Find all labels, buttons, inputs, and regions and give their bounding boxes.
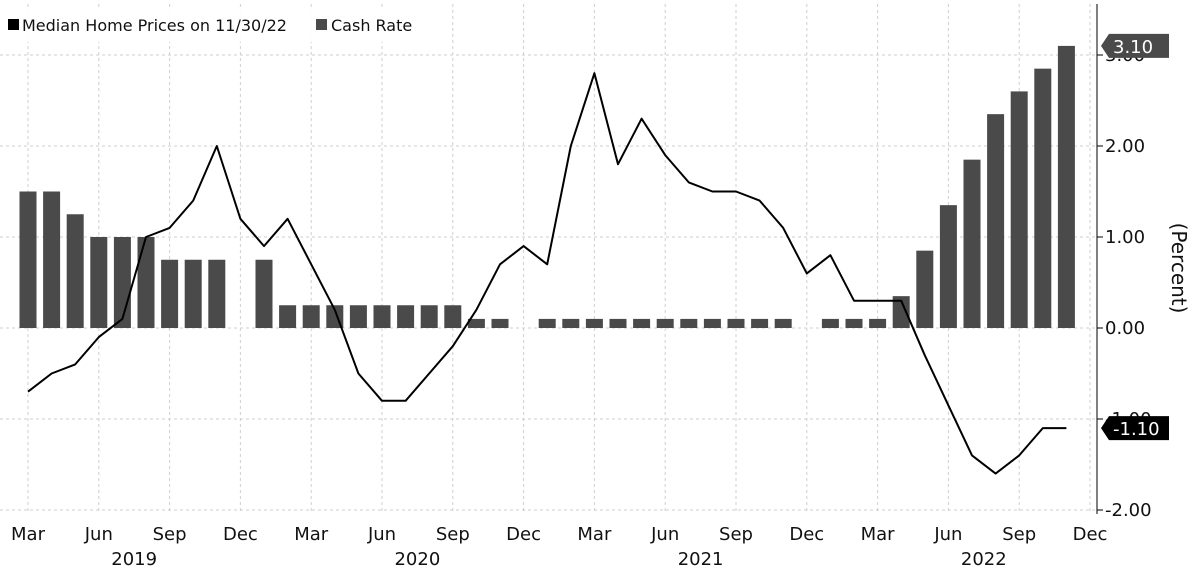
cash-rate-bar <box>43 191 61 328</box>
cash-rate-bar <box>585 318 603 328</box>
y-tick-label: 1.00 <box>1105 227 1145 248</box>
legend: Median Home Prices on 11/30/22 Cash Rate <box>0 8 424 42</box>
last-value-badge-shape <box>1101 33 1169 58</box>
x-tick-label: Mar <box>577 524 612 545</box>
x-tick-label: Jun <box>367 524 396 545</box>
cash-rate-bar <box>255 259 273 328</box>
home-price-line <box>27 72 1067 475</box>
cash-rate-bar <box>609 318 627 328</box>
cash-rate-bar <box>916 250 934 328</box>
last-value-badge: -1.10 <box>1101 416 1169 441</box>
legend-swatch-cash-rate <box>316 19 327 30</box>
cash-rate-bar <box>939 205 957 328</box>
cash-rate-bar <box>113 237 131 328</box>
x-year-label: 2020 <box>394 549 440 568</box>
cash-rate-bar <box>491 318 509 328</box>
y-tick-label: 0.00 <box>1105 318 1145 339</box>
cash-rate-bar <box>656 318 674 328</box>
cash-rate-bar <box>727 318 745 328</box>
x-tick-label: Mar <box>861 524 896 545</box>
cash-rate-bar <box>963 159 981 328</box>
legend-background <box>0 8 424 42</box>
cash-rate-bar <box>774 318 792 328</box>
x-year-label: 2022 <box>961 549 1007 568</box>
x-tick-label: Sep <box>153 524 187 545</box>
cash-rate-bar <box>1010 91 1028 329</box>
cash-rate-bar <box>751 318 769 328</box>
x-tick-label: Dec <box>1073 524 1108 545</box>
cash-rate-bar <box>349 305 367 328</box>
cash-rate-bar <box>90 237 108 328</box>
x-tick-label: Dec <box>506 524 541 545</box>
cash-rate-bar <box>184 259 202 328</box>
cash-rate-bar <box>845 318 863 328</box>
cash-rate-bar <box>66 214 84 328</box>
x-tick-label: Mar <box>294 524 329 545</box>
x-tick-label: Mar <box>11 524 46 545</box>
cash-rate-bar <box>397 305 415 328</box>
cash-rate-bar <box>1034 68 1052 329</box>
cash-rate-bar <box>869 318 887 328</box>
y-tick-label: 2.00 <box>1105 136 1145 157</box>
cash-rate-bar <box>892 296 910 328</box>
cash-rate-bar <box>208 259 226 328</box>
last-value-badge-shape <box>1101 416 1169 441</box>
last-value-badge: 3.10 <box>1101 33 1169 58</box>
cash-rate-bar <box>821 318 839 328</box>
x-tick-label: Sep <box>1002 524 1036 545</box>
cash-rate-bar <box>562 318 580 328</box>
x-tick-label: Sep <box>436 524 470 545</box>
x-year-label: 2019 <box>111 549 157 568</box>
x-tick-label: Sep <box>719 524 753 545</box>
last-value-badge-label: 3.10 <box>1113 37 1153 58</box>
x-tick-label: Jun <box>650 524 679 545</box>
cash-rate-bar <box>538 318 556 328</box>
y-axis-label: (Percent) <box>1167 223 1190 314</box>
cash-rate-bars <box>19 45 1075 329</box>
grid-layer <box>0 4 1097 514</box>
cash-rate-bar <box>420 305 438 328</box>
cash-rate-bar <box>137 237 155 328</box>
cash-rate-bar <box>680 318 698 328</box>
legend-swatch-home-prices <box>8 19 19 30</box>
cash-rate-bar <box>633 318 651 328</box>
cash-rate-bar <box>19 191 37 328</box>
cash-rate-bar <box>703 318 721 328</box>
home-price-line-layer <box>27 72 1067 475</box>
badge-layer: 3.10 -1.10 <box>1101 33 1169 441</box>
y-tick-label: -2.00 <box>1105 500 1152 521</box>
cash-rate-bar <box>161 259 179 328</box>
cash-rate-bar <box>444 305 462 328</box>
x-year-label: 2021 <box>678 549 724 568</box>
cash-rate-bar <box>987 114 1005 329</box>
legend-label-cash-rate: Cash Rate <box>331 16 412 35</box>
axis-layer: -2.00-1.000.001.002.003.00MarJunSepDecMa… <box>11 4 1152 568</box>
cash-rate-bar <box>467 318 485 328</box>
last-value-badge-label: -1.10 <box>1113 419 1160 440</box>
cash-rate-bar <box>279 305 297 328</box>
cash-rate-bar <box>1057 45 1075 329</box>
legend-label-home-prices: Median Home Prices on 11/30/22 <box>22 16 287 35</box>
x-tick-label: Jun <box>933 524 962 545</box>
x-tick-label: Dec <box>789 524 824 545</box>
cash-rate-bar <box>302 305 320 328</box>
x-tick-label: Jun <box>84 524 113 545</box>
x-tick-label: Dec <box>223 524 258 545</box>
cash-rate-bar <box>373 305 391 328</box>
